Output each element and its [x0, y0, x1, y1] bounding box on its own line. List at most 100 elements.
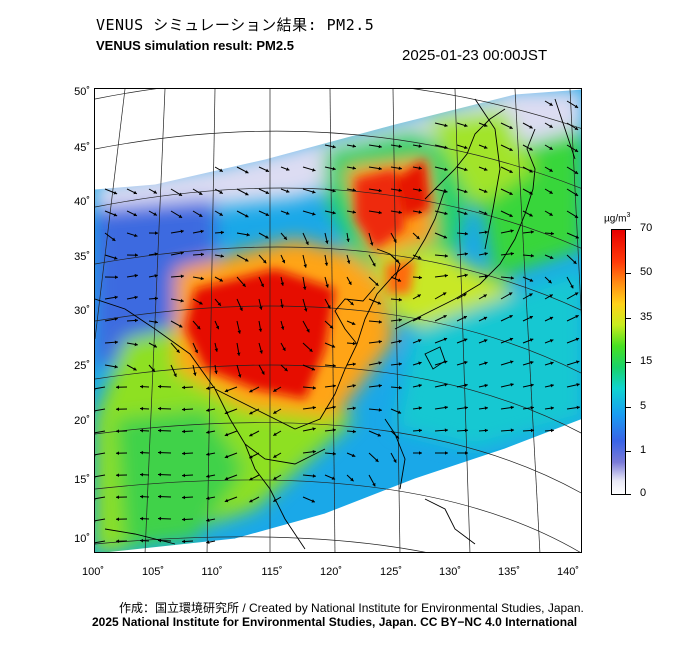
- wind-arrow-head: [180, 274, 184, 279]
- wind-arrow-head: [178, 324, 183, 328]
- wind-arrow-head: [200, 229, 204, 234]
- wind-arrow-head: [549, 255, 554, 259]
- wind-arrow-head: [375, 282, 379, 286]
- wind-arrow-head: [378, 188, 382, 193]
- wind-arrow-head: [158, 472, 162, 477]
- wind-arrow-head: [332, 145, 336, 149]
- wind-arrow-head: [463, 315, 467, 320]
- wind-arrow-head: [484, 274, 488, 279]
- wind-arrow-head: [237, 374, 242, 378]
- pm25-map: [94, 88, 582, 553]
- wind-arrow-head: [510, 383, 514, 387]
- wind-arrow-head: [219, 212, 223, 216]
- colorbar: [611, 229, 626, 495]
- wind-arrow-head: [378, 384, 382, 388]
- wind-arrow-head: [417, 294, 421, 298]
- lat-label-30: 30˚: [74, 305, 90, 317]
- wind-arrow-head: [464, 252, 468, 256]
- wind-arrow-head: [324, 262, 329, 266]
- wind-arrow-head: [115, 275, 118, 279]
- wind-arrow-head: [352, 210, 356, 214]
- wind-arrow-head: [352, 341, 356, 346]
- wind-arrow-head: [286, 211, 290, 215]
- wind-arrow-head: [464, 231, 468, 236]
- credit-line: 作成：国立環境研究所 / Created by National Institu…: [119, 601, 584, 615]
- wind-arrow-head: [529, 315, 533, 320]
- wind-arrow-head: [464, 428, 468, 433]
- wind-arrow-head: [273, 498, 277, 502]
- wind-arrow-head: [395, 435, 399, 439]
- wind-arrow-head: [510, 276, 514, 280]
- wind-arrow-head: [114, 256, 118, 260]
- wind-arrow-head: [198, 213, 203, 217]
- wind-arrow-head: [199, 301, 203, 305]
- wind-arrow-head: [464, 211, 468, 216]
- wind-arrow-head: [352, 144, 356, 148]
- wind-arrow-head: [549, 124, 553, 128]
- wind-arrow-head: [395, 259, 400, 263]
- wind-arrow-head: [574, 148, 579, 152]
- wind-arrow-head: [549, 102, 553, 106]
- wind-arrow-head: [444, 383, 448, 387]
- wind-arrow-head: [483, 339, 488, 343]
- lon-label-130: 130˚: [438, 566, 462, 578]
- wind-vector-layer: [95, 100, 580, 545]
- wind-arrow-head: [200, 252, 204, 257]
- colorbar-tick: [626, 451, 631, 452]
- wind-arrow-head: [178, 192, 183, 196]
- wind-arrow-head: [574, 214, 579, 218]
- coastline-layer: [95, 98, 576, 550]
- wind-arrow-head: [206, 496, 210, 500]
- wind-arrow-head: [352, 362, 356, 366]
- page-title-en: VENUS simulation result: PM2.5: [96, 38, 294, 53]
- wind-arrow: [95, 474, 106, 478]
- wind-arrow-head: [312, 212, 316, 216]
- wind-arrow-head: [206, 430, 210, 434]
- wind-arrow-head: [286, 189, 290, 193]
- wind-arrow-head: [529, 338, 534, 342]
- wind-arrow-head: [116, 429, 119, 433]
- wind-arrow-head: [397, 278, 402, 282]
- wind-arrow-head: [133, 367, 137, 371]
- wind-arrow-head: [158, 384, 162, 389]
- wind-arrow-head: [249, 411, 253, 415]
- wind-arrow-head: [173, 373, 177, 377]
- wind-arrow-head: [530, 383, 534, 387]
- wind-arrow-head: [259, 306, 263, 310]
- wind-arrow-head: [311, 367, 315, 371]
- wind-arrow-head: [182, 539, 186, 544]
- wind-arrow-head: [346, 238, 350, 242]
- wind-arrow-head: [484, 252, 488, 256]
- wind-arrow-head: [464, 273, 468, 278]
- wind-arrow-head: [154, 320, 158, 324]
- colorbar-tick: [626, 407, 631, 408]
- wind-arrow-head: [378, 408, 382, 412]
- wind-arrow-head: [444, 254, 448, 258]
- wind-arrow-head: [280, 326, 285, 330]
- wind-arrow-head: [510, 428, 514, 432]
- wind-arrow-head: [483, 211, 488, 215]
- wind-arrow-head: [332, 405, 336, 410]
- wind-arrow-head: [273, 476, 277, 480]
- wind-arrow-head: [305, 241, 309, 245]
- wind-arrow-head: [378, 340, 382, 344]
- wind-arrow-head: [372, 482, 376, 487]
- wind-arrow-head: [510, 360, 514, 364]
- lon-label-110: 110˚: [201, 566, 223, 578]
- wind-arrow-head: [158, 494, 162, 499]
- wind-arrow-head: [158, 428, 162, 433]
- wind-arrow-head: [378, 166, 382, 171]
- wind-arrow-head: [444, 189, 448, 194]
- wind-arrow-head: [158, 538, 162, 543]
- wind-arrow-head: [331, 476, 336, 480]
- wind-arrow-head: [312, 406, 316, 410]
- wind-arrow-head: [329, 325, 334, 329]
- wind-arrow-head: [259, 350, 263, 354]
- wind-arrow-head: [574, 170, 579, 174]
- lon-label-105: 105˚: [141, 566, 165, 578]
- wind-arrow-head: [418, 275, 422, 280]
- lat-label-50: 50˚: [74, 86, 90, 98]
- wind-arrow-head: [332, 189, 336, 193]
- wind-arrow-head: [576, 405, 580, 410]
- wind-arrow-head: [182, 495, 186, 500]
